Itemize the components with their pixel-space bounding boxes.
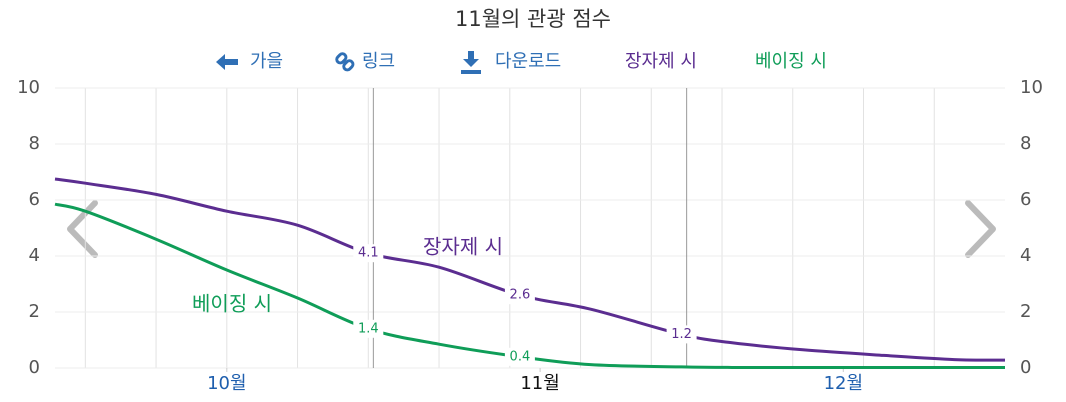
legend-entry[interactable]: 장자제 시 — [625, 51, 697, 72]
toolbar-button[interactable]: 가을 — [250, 51, 283, 72]
data-label-bg — [353, 244, 384, 263]
data-label-bg — [353, 319, 384, 338]
data-label-bg — [666, 325, 697, 344]
x-tick-label: 12월 — [824, 373, 863, 394]
y2-tick-label: 10 — [1020, 77, 1043, 98]
y-tick-label: 2 — [29, 301, 40, 322]
y2-tick-label: 0 — [1020, 357, 1031, 378]
y-tick-label: 10 — [17, 77, 40, 98]
y2-tick-label: 4 — [1020, 245, 1031, 266]
series-label: 장자제 시 — [423, 235, 503, 259]
data-label: 1.4 — [358, 321, 379, 336]
y-tick-label: 6 — [29, 189, 40, 210]
data-label: 1.2 — [671, 327, 692, 342]
x-tick-label: 11월 — [520, 373, 559, 394]
download-icon — [461, 51, 481, 74]
series-label: 베이징 시 — [192, 292, 272, 316]
link-icon — [335, 52, 355, 72]
y2-tick-label: 6 — [1020, 189, 1031, 210]
y2-tick-label: 8 — [1020, 133, 1031, 154]
toolbar-button[interactable]: 다운로드 — [495, 51, 561, 72]
next-arrow[interactable] — [965, 200, 996, 258]
data-label-bg — [504, 347, 535, 366]
back-icon — [216, 54, 238, 70]
toolbar-button[interactable]: 링크 — [362, 51, 395, 72]
y2-tick-label: 2 — [1020, 301, 1031, 322]
x-tick-label: 10월 — [207, 373, 246, 394]
legend-entry[interactable]: 베이징 시 — [755, 51, 827, 72]
data-label: 4.1 — [358, 246, 379, 261]
y-tick-label: 0 — [29, 357, 40, 378]
y-tick-label: 4 — [29, 245, 40, 266]
series-line — [54, 202, 1005, 369]
y-tick-label: 8 — [29, 133, 40, 154]
data-label: 2.6 — [510, 288, 531, 303]
data-label: 0.4 — [510, 349, 531, 364]
series-line — [54, 177, 1006, 362]
data-label-bg — [504, 286, 535, 305]
toolbar: 가을 링크 다운로드 — [216, 51, 561, 74]
chart-title: 11월의 관광 점수 — [455, 7, 611, 31]
